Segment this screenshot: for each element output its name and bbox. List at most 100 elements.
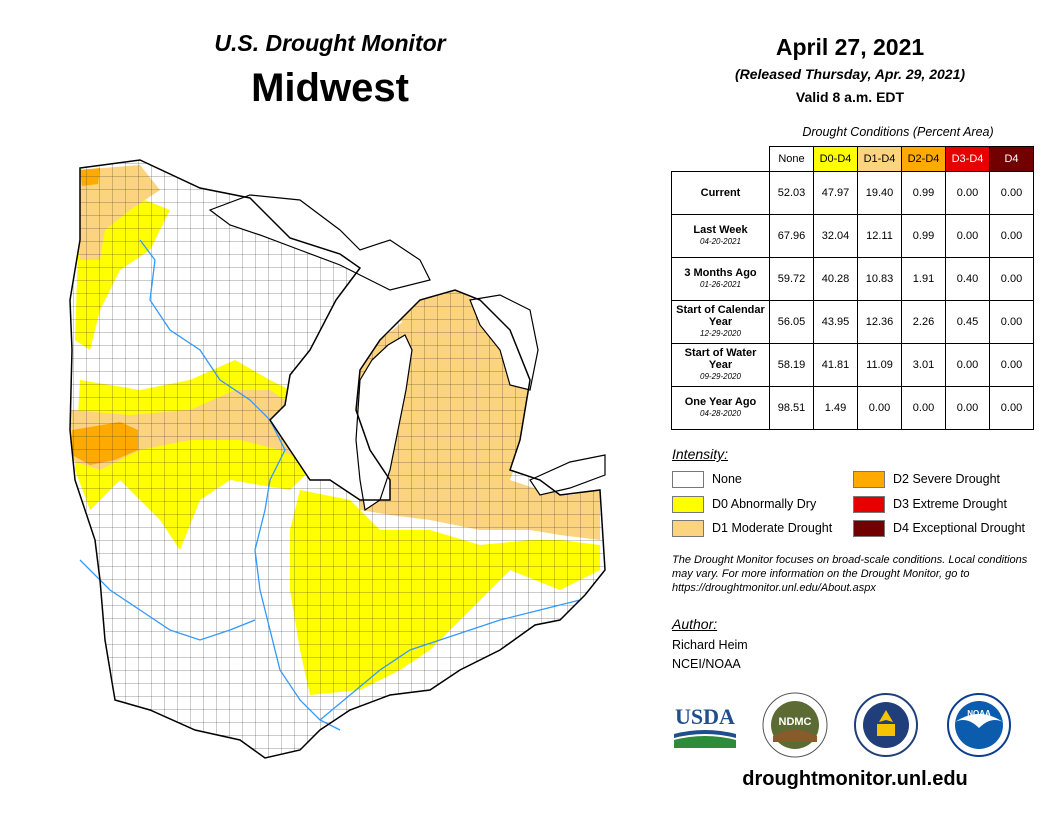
legend-item-d1: D1 Moderate Drought — [672, 519, 832, 537]
table-cell: 59.72 — [769, 257, 814, 301]
table-row: Start of Calendar Year 12-29-2020 56.05 43.… — [671, 300, 1034, 344]
table-row: Current 52.03 47.97 19.40 0.99 0.00 0.00 — [671, 171, 1034, 215]
table-cell: 41.81 — [813, 343, 858, 387]
map-subtitle: U.S. Drought Monitor — [214, 30, 446, 56]
legend-label: None — [712, 472, 742, 486]
table-cell: 0.00 — [901, 386, 946, 430]
row-label-text: Current — [700, 187, 741, 199]
col-header: None — [769, 146, 814, 172]
table-cell: 10.83 — [857, 257, 902, 301]
table-cell: 58.19 — [769, 343, 814, 387]
drought-map — [69, 159, 606, 759]
disclaimer-note: The Drought Monitor focuses on broad-sca… — [672, 554, 1028, 594]
author-heading: Author: — [672, 616, 718, 632]
table-row: 3 Months Ago 01-26-2021 59.72 40.28 10.83 1.9… — [671, 257, 1034, 301]
row-label: Start of Water Year 09-29-2020 — [671, 343, 770, 387]
missouri-river — [79, 559, 256, 641]
table-cell: 0.00 — [989, 300, 1034, 344]
col-header: D1-D4 — [857, 146, 902, 172]
row-date: 09-29-2020 — [700, 372, 741, 381]
map-date: April 27, 2021 — [775, 34, 925, 60]
row-label-text: Start of Water Year — [684, 347, 757, 371]
mississippi-river — [139, 239, 341, 731]
table-cell: 0.00 — [989, 386, 1034, 430]
table-cell: 0.40 — [945, 257, 990, 301]
legend-title: Intensity: — [672, 446, 729, 462]
legend-swatch — [853, 519, 885, 537]
author-name: Richard Heim — [672, 638, 748, 652]
lake-michigan — [355, 334, 413, 512]
table-row: Last Week 04-20-2021 67.96 32.04 12.11 0.99 0.… — [671, 214, 1034, 258]
table-cell: 0.00 — [945, 343, 990, 387]
legend-item-d2: D2 Severe Drought — [853, 470, 1000, 488]
legend-label: D2 Severe Drought — [893, 472, 1001, 486]
table-cell: 0.00 — [989, 343, 1034, 387]
table-cell: 0.00 — [945, 214, 990, 258]
usda-logo-text: USDA — [675, 704, 735, 729]
legend-item-d4: D4 Exceptional Drought — [853, 519, 1025, 537]
row-label-text: Start of Calendar Year — [676, 304, 765, 328]
col-header: D3-D4 — [945, 146, 990, 172]
table-cell: 56.05 — [769, 300, 814, 344]
noaa-logo: NOAA — [947, 693, 1011, 757]
drought-conditions-table: None D0-D4 D1-D4 D2-D4 D3-D4 D4 Current 5… — [671, 146, 1034, 430]
row-label-text: One Year Ago — [684, 396, 757, 408]
ndmc-logo-text: NDMC — [779, 716, 812, 728]
table-cell: 0.45 — [945, 300, 990, 344]
legend-label: D4 Exceptional Drought — [893, 521, 1026, 535]
table-body: Current 52.03 47.97 19.40 0.99 0.00 0.00 Last W… — [671, 171, 1034, 430]
table-cell: 67.96 — [769, 214, 814, 258]
row-label: Start of Calendar Year 12-29-2020 — [671, 300, 770, 344]
release-date: (Released Thursday, Apr. 29, 2021) — [734, 66, 966, 82]
table-cell: 1.49 — [813, 386, 858, 430]
lake-superior — [208, 194, 431, 291]
region-outline — [69, 159, 606, 759]
table-cell: 0.00 — [857, 386, 902, 430]
row-label-text: 3 Months Ago — [684, 267, 757, 279]
table-cell: 0.00 — [989, 171, 1034, 215]
legend-swatch — [672, 519, 704, 537]
table-cell: 98.51 — [769, 386, 814, 430]
table-cell: 0.00 — [989, 214, 1034, 258]
table-cell: 12.11 — [857, 214, 902, 258]
table-cell: 0.99 — [901, 171, 946, 215]
legend-swatch — [853, 470, 885, 488]
col-header: D4 — [989, 146, 1034, 172]
ohio-river — [319, 599, 581, 721]
author-org: NCEI/NOAA — [672, 657, 741, 671]
legend-label: D1 Moderate Drought — [712, 521, 833, 535]
legend-label: D0 Abnormally Dry — [712, 497, 817, 511]
row-label: One Year Ago 04-28-2020 — [671, 386, 770, 430]
legend-swatch — [672, 495, 704, 513]
row-date: 01-26-2021 — [700, 280, 741, 289]
table-cell: 2.26 — [901, 300, 946, 344]
table-cell: 32.04 — [813, 214, 858, 258]
legend-swatch — [853, 495, 885, 513]
table-cell: 40.28 — [813, 257, 858, 301]
table-cell: 52.03 — [769, 171, 814, 215]
col-header: D2-D4 — [901, 146, 946, 172]
table-cell: 12.36 — [857, 300, 902, 344]
table-cell: 11.09 — [857, 343, 902, 387]
noaa-logo-text: NOAA — [967, 709, 991, 718]
row-label-text: Last Week — [693, 224, 748, 236]
row-date: 12-29-2020 — [700, 329, 741, 338]
row-label: Current — [671, 171, 770, 215]
table-cell: 0.99 — [901, 214, 946, 258]
website-link[interactable]: droughtmonitor.unl.edu — [742, 768, 968, 790]
table-cell: 47.97 — [813, 171, 858, 215]
legend-item-none: None — [672, 470, 742, 488]
row-label: 3 Months Ago 01-26-2021 — [671, 257, 770, 301]
table-row: One Year Ago 04-28-2020 98.51 1.49 0.00 0.00 0… — [671, 386, 1034, 430]
table-corner — [672, 147, 770, 172]
valid-time: Valid 8 a.m. EDT — [795, 89, 905, 105]
row-label: Last Week 04-20-2021 — [671, 214, 770, 258]
table-cell: 3.01 — [901, 343, 946, 387]
row-date: 04-28-2020 — [700, 409, 741, 418]
legend-label: D3 Extreme Drought — [893, 497, 1007, 511]
table-cell: 1.91 — [901, 257, 946, 301]
usda-logo: USDA — [674, 704, 736, 748]
commerce-seal-logo — [854, 693, 918, 757]
table-cell: 0.00 — [945, 171, 990, 215]
table-caption: Drought Conditions (Percent Area) — [802, 125, 994, 139]
